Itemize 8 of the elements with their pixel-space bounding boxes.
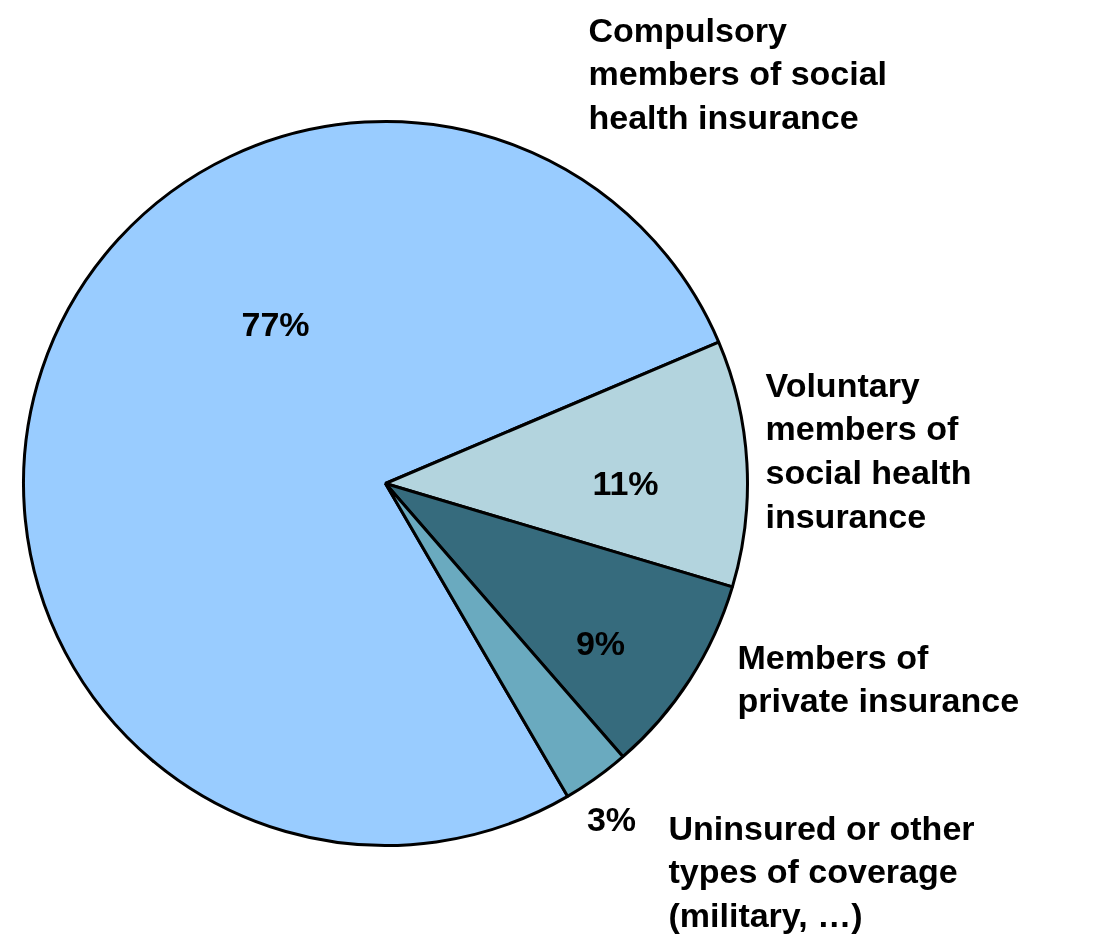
slice-label: Members of private insurance — [737, 637, 1020, 720]
data-label: 9% — [575, 623, 626, 662]
slice-label: Voluntary members of social health insurance — [765, 365, 972, 535]
data-label: 3% — [586, 799, 637, 838]
slice-label: Compulsory members of social health insurance — [588, 10, 888, 136]
data-label: 77% — [241, 304, 310, 343]
slice-label: Uninsured or other types of coverage (military, …) — [668, 808, 975, 934]
data-label: 11% — [592, 463, 659, 502]
